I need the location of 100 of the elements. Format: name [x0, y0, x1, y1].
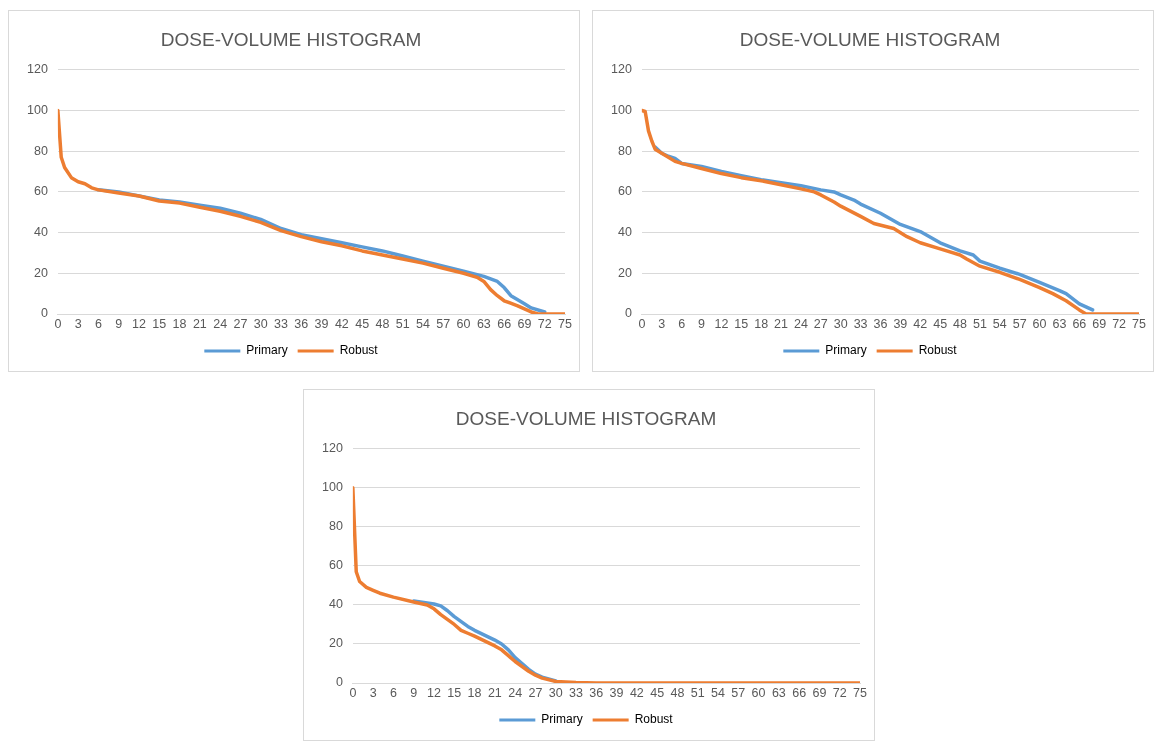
x-tick-label: 45 [933, 316, 948, 331]
legend-label: Primary [246, 343, 288, 358]
x-tick-label: 0 [54, 316, 62, 331]
x-tick-label: 39 [314, 316, 329, 331]
x-tick-label: 15 [152, 316, 167, 331]
x-tick-label: 33 [853, 316, 868, 331]
x-tick-label: 72 [832, 685, 847, 700]
legend-label: Robust [339, 343, 379, 358]
x-tick-label: 54 [711, 685, 725, 700]
y-tick-label: 0 [335, 675, 343, 690]
x-tick-label: 24 [508, 685, 523, 700]
y-tick-label: 120 [322, 441, 343, 456]
x-tick-label: 33 [274, 316, 288, 331]
y-tick-label: 80 [33, 143, 48, 158]
x-tick-label: 18 [172, 316, 187, 331]
x-tick-label: 39 [609, 685, 624, 700]
x-tick-label: 3 [369, 685, 377, 700]
y-tick-label: 40 [328, 597, 343, 612]
x-tick-label: 42 [334, 316, 349, 331]
x-tick-label: 51 [690, 685, 705, 700]
y-tick-label: 0 [40, 306, 48, 321]
x-tick-label: 60 [1032, 316, 1047, 331]
x-tick-label: 72 [1112, 316, 1127, 331]
y-tick-label: 120 [611, 62, 632, 77]
x-tick-label: 15 [447, 685, 462, 700]
x-tick-label: 66 [1072, 316, 1087, 331]
y-tick-label: 20 [328, 636, 343, 651]
x-tick-label: 9 [698, 316, 706, 331]
x-tick-label: 69 [517, 316, 532, 331]
y-tick-label: 120 [27, 62, 48, 77]
x-tick-label: 9 [115, 316, 123, 331]
x-tick-label: 27 [233, 316, 248, 331]
x-tick-label: 69 [812, 685, 827, 700]
x-tick-label: 36 [873, 316, 888, 331]
x-tick-label: 66 [792, 685, 807, 700]
y-tick-label: 100 [322, 480, 343, 495]
legend-label: Robust [634, 712, 674, 727]
x-tick-label: 27 [813, 316, 828, 331]
x-tick-label: 45 [650, 685, 665, 700]
x-tick-label: 33 [569, 685, 583, 700]
x-tick-label: 18 [754, 316, 769, 331]
x-tick-label: 21 [192, 316, 207, 331]
x-tick-label: 12 [132, 316, 146, 331]
x-tick-label: 75 [558, 316, 572, 331]
x-tick-label: 6 [678, 316, 686, 331]
x-tick-label: 21 [487, 685, 502, 700]
x-tick-label: 66 [497, 316, 512, 331]
x-tick-label: 0 [638, 316, 646, 331]
x-tick-label: 12 [427, 685, 441, 700]
x-tick-label: 0 [349, 685, 357, 700]
x-tick-label: 63 [1052, 316, 1067, 331]
x-tick-label: 18 [467, 685, 482, 700]
y-tick-label: 80 [328, 519, 343, 534]
chart-title: DOSE-VOLUME HISTOGRAM [739, 28, 1001, 50]
x-tick-label: 54 [416, 316, 430, 331]
x-tick-label: 48 [375, 316, 390, 331]
x-tick-label: 60 [456, 316, 471, 331]
y-tick-label: 100 [27, 102, 48, 117]
chart-title: DOSE-VOLUME HISTOGRAM [455, 407, 717, 429]
y-tick-label: 60 [328, 558, 343, 573]
y-tick-label: 80 [617, 143, 632, 158]
x-tick-label: 15 [734, 316, 749, 331]
x-tick-label: 9 [410, 685, 418, 700]
x-tick-label: 3 [74, 316, 82, 331]
x-tick-label: 57 [436, 316, 451, 331]
y-tick-label: 20 [617, 265, 632, 280]
x-tick-label: 60 [751, 685, 766, 700]
x-tick-label: 42 [913, 316, 928, 331]
x-tick-label: 27 [528, 685, 543, 700]
x-tick-label: 48 [953, 316, 968, 331]
legend-label: Primary [541, 712, 583, 727]
x-tick-label: 21 [774, 316, 789, 331]
chart-title: DOSE-VOLUME HISTOGRAM [160, 28, 422, 50]
x-tick-label: 57 [1012, 316, 1027, 331]
x-tick-label: 63 [476, 316, 491, 331]
x-tick-label: 39 [893, 316, 908, 331]
y-tick-label: 20 [33, 265, 48, 280]
x-tick-label: 3 [658, 316, 666, 331]
legend-label: Robust [918, 343, 958, 358]
x-tick-label: 24 [793, 316, 808, 331]
x-tick-label: 30 [253, 316, 268, 331]
y-tick-label: 100 [611, 102, 632, 117]
x-tick-label: 6 [389, 685, 397, 700]
x-tick-label: 51 [972, 316, 987, 331]
x-tick-label: 12 [714, 316, 729, 331]
x-tick-label: 42 [629, 685, 644, 700]
x-tick-label: 75 [1132, 316, 1146, 331]
x-tick-label: 69 [1092, 316, 1107, 331]
x-tick-label: 36 [294, 316, 309, 331]
y-tick-label: 0 [624, 306, 632, 321]
x-tick-label: 57 [731, 685, 746, 700]
x-tick-label: 63 [771, 685, 786, 700]
y-tick-label: 60 [617, 184, 632, 199]
x-tick-label: 72 [537, 316, 552, 331]
y-tick-label: 40 [617, 225, 632, 240]
x-tick-label: 48 [670, 685, 685, 700]
y-tick-label: 40 [33, 225, 48, 240]
x-tick-label: 51 [395, 316, 410, 331]
x-tick-label: 75 [853, 685, 867, 700]
y-tick-label: 60 [33, 184, 48, 199]
